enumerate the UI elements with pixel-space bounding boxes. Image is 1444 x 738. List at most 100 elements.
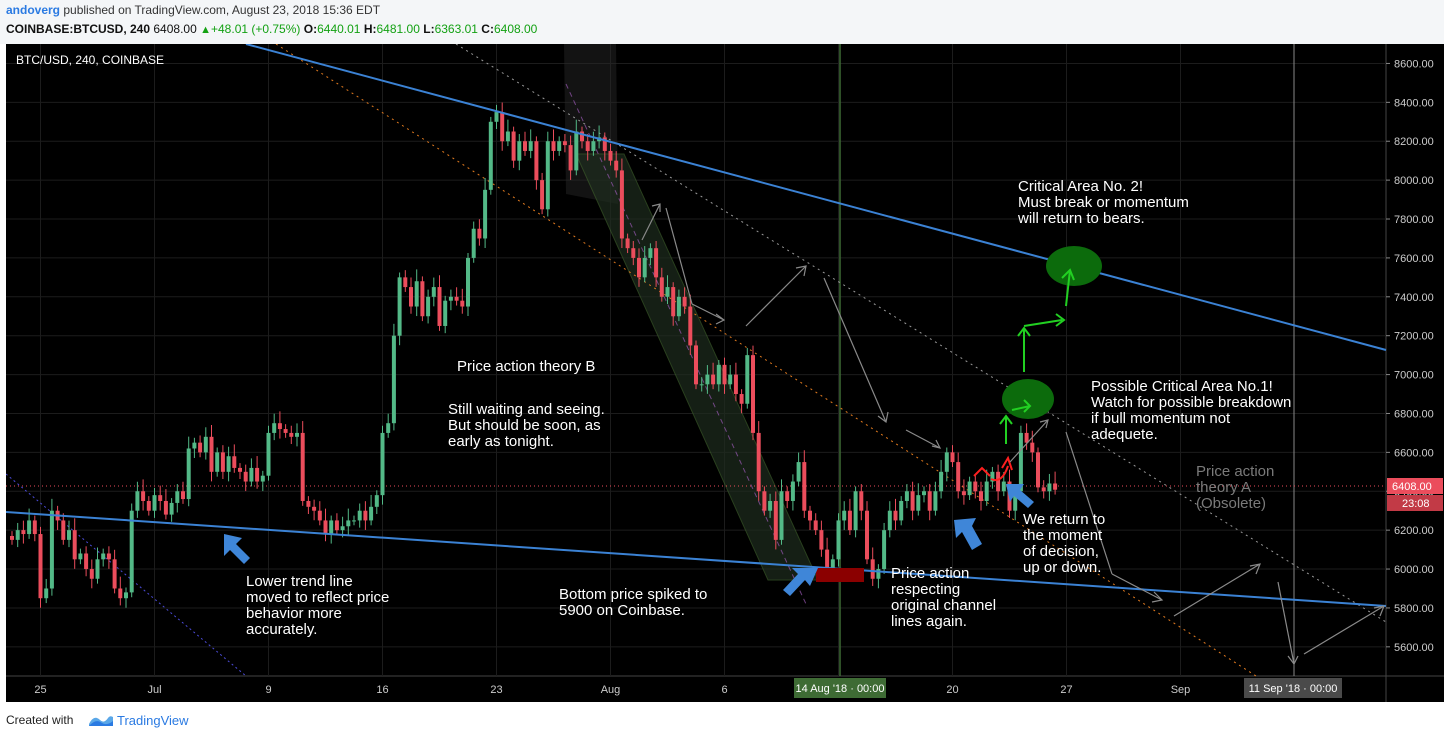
candle-body <box>796 462 801 482</box>
candle-body <box>813 520 818 531</box>
open-label: O: <box>303 22 318 36</box>
time-tick-label: Jul <box>147 684 161 696</box>
symbol-label[interactable]: COINBASE:BTCUSD, 240 <box>6 22 151 36</box>
candle-body <box>380 432 385 496</box>
candle-body <box>141 491 146 501</box>
candle-body <box>916 495 921 511</box>
bottom-spike-line-1: Bottom price spiked to <box>559 586 707 603</box>
candle-body <box>688 306 693 346</box>
candle-body <box>232 456 237 468</box>
open-value: 6440.01 <box>317 22 361 36</box>
candle-body <box>374 495 379 507</box>
candle-body <box>471 228 476 258</box>
candle-body <box>665 287 670 297</box>
candle-body <box>152 495 157 511</box>
candle-body <box>568 145 573 171</box>
candle-body <box>454 296 459 301</box>
close-value: 6408.00 <box>493 22 538 36</box>
candles <box>10 102 1058 608</box>
candle-body <box>990 471 995 482</box>
candle-body <box>939 471 944 492</box>
candle-body <box>403 277 408 288</box>
candle-body <box>226 456 231 472</box>
time-tick-label: 16 <box>376 684 388 696</box>
last-price: 6408.00 <box>153 22 197 36</box>
candle-body <box>619 170 624 239</box>
theory-a-texts: Price action theory A (Obsolete) <box>1196 463 1274 512</box>
candle-body <box>779 491 784 540</box>
candle-body <box>466 257 470 307</box>
high-value: 6481.00 <box>376 22 420 36</box>
candle-body <box>323 520 328 535</box>
candle-body <box>523 141 527 151</box>
candle-body <box>431 287 436 297</box>
annotation-texts: Price action theory B Still waiting and … <box>246 178 1291 638</box>
candle-body <box>198 442 203 453</box>
candle-body <box>608 150 613 161</box>
candle-body <box>819 530 824 550</box>
critical1-line-4: adequete. <box>1091 426 1158 443</box>
chart-header: andoverg published on TradingView.com, A… <box>0 0 1444 44</box>
author-link[interactable]: andoverg <box>6 3 61 17</box>
blue-arrow-4 <box>1006 484 1034 508</box>
candle-body <box>483 189 488 239</box>
price-axis[interactable] <box>1386 44 1444 676</box>
time-axis[interactable] <box>6 676 1444 702</box>
candle-body <box>733 374 738 395</box>
ohlc-line: COINBASE:BTCUSD, 240 6408.00 ▲+48.01 (+0… <box>6 22 537 36</box>
candle-body <box>1036 452 1040 488</box>
candle-body <box>853 491 858 531</box>
created-with-label: Created with <box>6 713 74 727</box>
tradingview-logo-icon[interactable] <box>88 712 114 728</box>
candle-body <box>477 228 482 239</box>
candle-body <box>751 355 755 433</box>
candle-body <box>192 442 197 449</box>
critical1-line-1: Possible Critical Area No.1! <box>1091 378 1273 395</box>
cursor-date-badge-2 <box>1244 678 1342 698</box>
candle-body <box>979 491 983 501</box>
time-tick-label: 23 <box>490 684 502 696</box>
candle-body <box>158 495 163 501</box>
candle-body <box>540 180 545 210</box>
candle-body <box>78 553 83 560</box>
candle-body <box>545 141 550 210</box>
price-tick-label: 6600.00 <box>1394 447 1434 459</box>
candle-body <box>870 559 875 579</box>
price-chart[interactable]: BTC/USD, 240, COINBASE <box>6 44 1444 702</box>
candle-body <box>500 112 505 142</box>
candle-body <box>642 257 647 278</box>
countdown-badge <box>1387 495 1443 511</box>
candle-body <box>882 530 887 570</box>
lower-trend-line-2: moved to reflect price <box>246 589 389 606</box>
time-tick-label: Aug <box>601 684 621 696</box>
candle-body <box>910 491 915 511</box>
tradingview-link[interactable]: TradingView <box>117 713 189 728</box>
candle-body <box>739 394 744 404</box>
candle-body <box>437 287 442 326</box>
candle-body <box>551 141 556 151</box>
green-path <box>999 268 1075 444</box>
candle-body <box>830 559 835 570</box>
blue-arrow-1 <box>224 534 250 564</box>
candle-body <box>699 384 704 386</box>
candle-body <box>306 500 311 507</box>
respecting-line-4: lines again. <box>891 613 967 630</box>
time-tick-label: Sep <box>1171 684 1191 696</box>
theory-a-line-2: theory A <box>1196 479 1251 496</box>
candle-body <box>1024 432 1029 443</box>
critical2-line-2: Must break or momentum <box>1018 194 1189 211</box>
lower-trend-line <box>6 511 1387 607</box>
candle-body <box>260 475 265 482</box>
candle-body <box>38 534 43 599</box>
critical2-line-3: will return to bears. <box>1017 210 1145 227</box>
critical1-line-3: if bull momentum not <box>1091 410 1231 427</box>
candle-body <box>887 510 892 531</box>
price-axis-labels: 5600.005800.006000.006200.006400.006600.… <box>1386 58 1434 654</box>
candle-body <box>505 131 510 142</box>
candle-body <box>181 491 185 500</box>
last-price-badge-text: 6408.00 <box>1392 481 1432 493</box>
respecting-line-1: Price action <box>891 565 969 582</box>
candle-body <box>927 491 932 511</box>
candle-body <box>460 300 465 307</box>
time-tick-label: 9 <box>265 684 271 696</box>
